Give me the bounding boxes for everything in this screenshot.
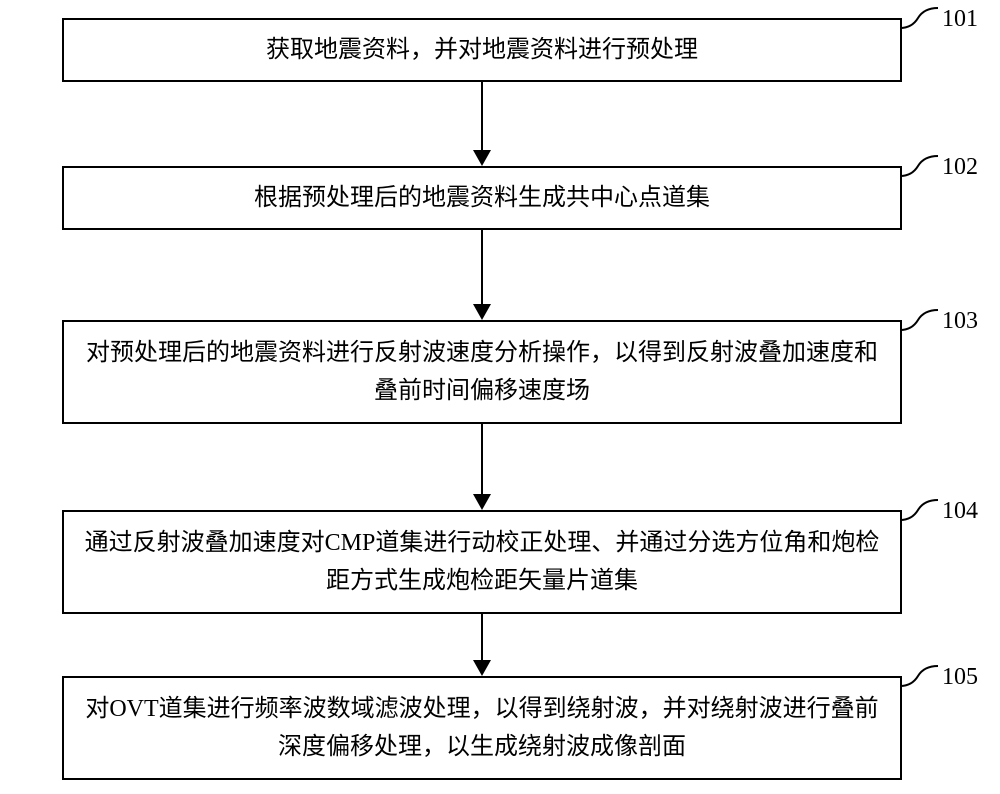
step-label-102: 102: [942, 154, 978, 181]
flowchart-canvas: 获取地震资料，并对地震资料进行预处理 101 根据预处理后的地震资料生成共中心点…: [0, 0, 1000, 794]
arrow-line-4: [481, 614, 483, 660]
arrow-head-1: [473, 150, 491, 166]
step-label-104: 104: [942, 498, 978, 525]
connector-curve-101: [894, 6, 944, 34]
step-label-101: 101: [942, 6, 978, 33]
arrow-line-3: [481, 424, 483, 494]
step-text-105: 对OVT道集进行频率波数域滤波处理，以得到绕射波，并对绕射波进行叠前深度偏移处理…: [84, 690, 880, 767]
arrow-head-3: [473, 494, 491, 510]
step-label-103: 103: [942, 308, 978, 335]
arrow-line-2: [481, 230, 483, 304]
step-box-103: 对预处理后的地震资料进行反射波速度分析操作，以得到反射波叠加速度和叠前时间偏移速…: [62, 320, 902, 424]
step-box-101: 获取地震资料，并对地震资料进行预处理: [62, 18, 902, 82]
step-box-104: 通过反射波叠加速度对CMP道集进行动校正处理、并通过分选方位角和炮检距方式生成炮…: [62, 510, 902, 614]
connector-curve-103: [894, 308, 944, 336]
step-text-102: 根据预处理后的地震资料生成共中心点道集: [254, 179, 710, 217]
step-label-105: 105: [942, 664, 978, 691]
step-box-105: 对OVT道集进行频率波数域滤波处理，以得到绕射波，并对绕射波进行叠前深度偏移处理…: [62, 676, 902, 780]
step-text-101: 获取地震资料，并对地震资料进行预处理: [266, 31, 698, 69]
step-text-103: 对预处理后的地震资料进行反射波速度分析操作，以得到反射波叠加速度和叠前时间偏移速…: [84, 334, 880, 411]
connector-curve-105: [894, 664, 944, 692]
step-text-104: 通过反射波叠加速度对CMP道集进行动校正处理、并通过分选方位角和炮检距方式生成炮…: [84, 524, 880, 601]
connector-curve-102: [894, 154, 944, 182]
arrow-head-2: [473, 304, 491, 320]
step-box-102: 根据预处理后的地震资料生成共中心点道集: [62, 166, 902, 230]
arrow-head-4: [473, 660, 491, 676]
connector-curve-104: [894, 498, 944, 526]
arrow-line-1: [481, 82, 483, 150]
